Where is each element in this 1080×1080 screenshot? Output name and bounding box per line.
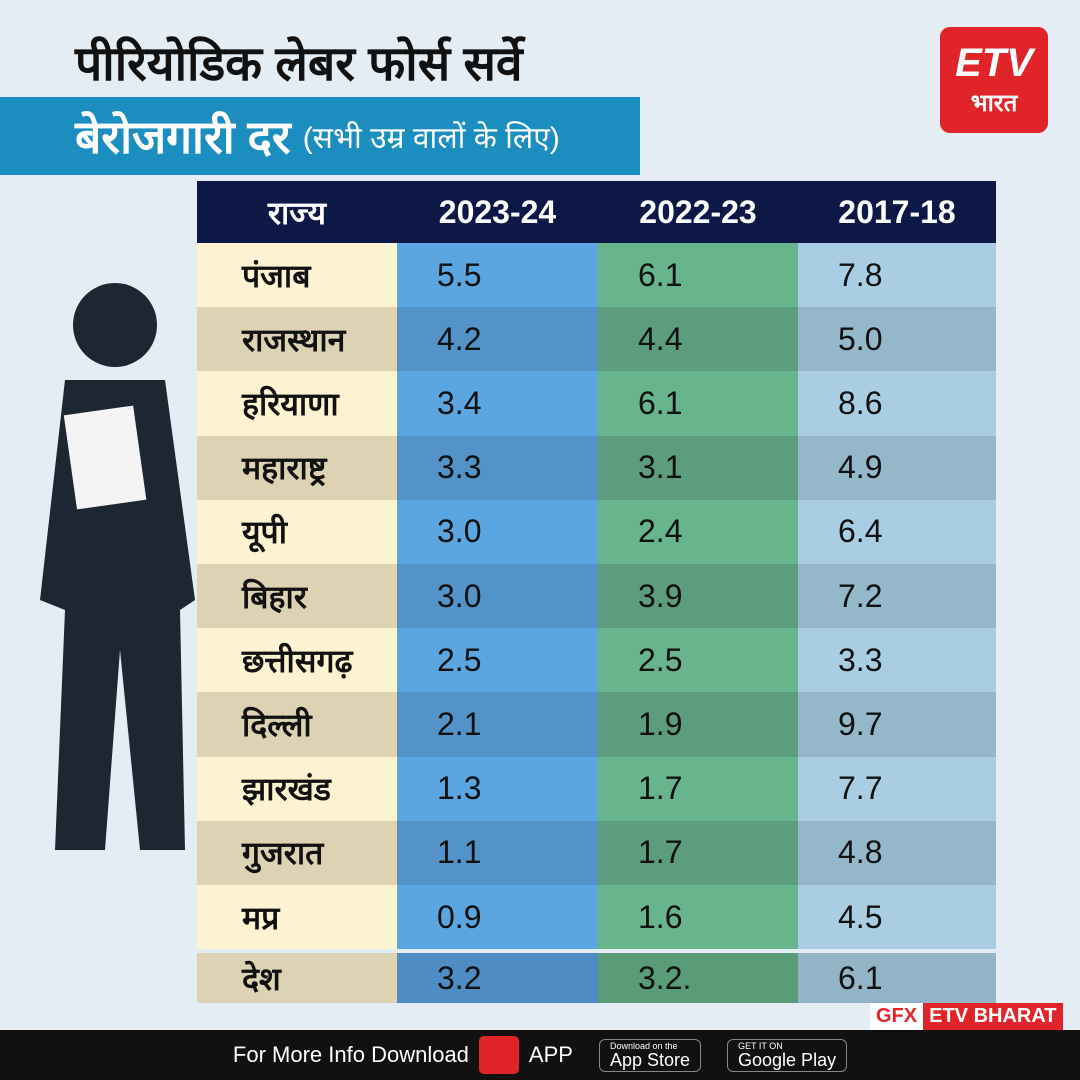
table: राज्य 2023-24 2022-23 2017-18 पंजाब 5.5 6.1 7.8… <box>197 181 996 1003</box>
appstore-label: App Store <box>609 1049 691 1070</box>
value-cell: 8.6 <box>798 371 996 436</box>
value-cell: 3.0 <box>397 564 598 629</box>
value-cell: 1.9 <box>598 692 798 757</box>
value-cell: 4.4 <box>598 307 798 372</box>
footer: For More Info Download APP Download on t… <box>0 1030 1080 1080</box>
value-cell: 3.0 <box>397 499 598 564</box>
row-label: महाराष्ट्र <box>197 435 397 500</box>
play-label: Google Play <box>738 1049 837 1070</box>
value-cell: 1.6 <box>598 885 798 950</box>
credit: GFX ETV BHARAT <box>870 1003 1063 1030</box>
row-label: गुजरात <box>197 820 397 885</box>
total-value: 6.1 <box>798 953 996 1003</box>
silhouette <box>40 283 195 850</box>
total-value: 3.2. <box>598 953 798 1003</box>
logo: ETV भारत <box>940 27 1048 133</box>
play-badge[interactable]: GET IT ON Google Play <box>727 1038 848 1072</box>
value-cell: 4.2 <box>397 307 598 372</box>
title: पीरियोडिक लेबर फोर्स सर्वे <box>75 38 523 91</box>
value-cell: 2.5 <box>598 628 798 693</box>
row-label: दिल्ली <box>197 692 397 757</box>
subtitle: बेरोजगारी दर <box>75 111 291 163</box>
value-cell: 7.8 <box>798 243 996 308</box>
value-cell: 1.3 <box>397 756 598 821</box>
logo-brand: ETV <box>955 41 1033 85</box>
value-cell: 1.1 <box>397 820 598 885</box>
value-cell: 2.4 <box>598 499 798 564</box>
row-label: छत्तीसगढ़ <box>197 628 397 693</box>
play-small: GET IT ON <box>738 1040 783 1051</box>
value-cell: 2.1 <box>397 692 598 757</box>
value-cell: 2.5 <box>397 628 598 693</box>
value-cell: 6.1 <box>598 371 798 436</box>
appstore-badge[interactable]: Download on the App Store <box>598 1038 702 1072</box>
credit-gfx: GFX <box>870 1003 924 1030</box>
subtitle-band: बेरोजगारी दर (सभी उम्र वालों के लिए) <box>0 97 640 175</box>
appstore-small: Download on the <box>609 1040 678 1051</box>
value-cell: 1.7 <box>598 756 798 821</box>
footer-text: For More Info Download <box>232 1042 469 1067</box>
value-cell: 5.5 <box>397 243 598 308</box>
row-label: राजस्थान <box>197 307 397 372</box>
column-header: 2023-24 <box>397 181 598 243</box>
column-header: 2022-23 <box>598 181 798 243</box>
value-cell: 1.7 <box>598 820 798 885</box>
column-header: राज्य <box>197 181 397 243</box>
column-header: 2017-18 <box>798 181 996 243</box>
row-label: मप्र <box>197 885 397 950</box>
value-cell: 7.2 <box>798 564 996 629</box>
value-cell: 0.9 <box>397 885 598 950</box>
value-cell: 4.5 <box>798 885 996 950</box>
value-cell: 3.4 <box>397 371 598 436</box>
row-label: बिहार <box>197 564 397 629</box>
value-cell: 3.3 <box>798 628 996 693</box>
row-label: यूपी <box>197 499 397 564</box>
value-cell: 3.3 <box>397 435 598 500</box>
value-cell: 6.4 <box>798 499 996 564</box>
logo-name: भारत <box>970 90 1018 117</box>
value-cell: 4.9 <box>798 435 996 500</box>
value-cell: 6.1 <box>598 243 798 308</box>
row-label: झारखंड <box>197 756 397 821</box>
value-cell: 7.7 <box>798 756 996 821</box>
subtitle-note: (सभी उम्र वालों के लिए) <box>302 121 560 155</box>
footer-logo <box>478 1036 519 1074</box>
value-cell: 5.0 <box>798 307 996 372</box>
value-cell: 3.9 <box>598 564 798 629</box>
value-cell: 3.1 <box>598 435 798 500</box>
value-cell: 4.8 <box>798 820 996 885</box>
row-label: हरियाणा <box>197 371 397 436</box>
footer-app: APP <box>528 1042 573 1067</box>
value-cell: 9.7 <box>798 692 996 757</box>
credit-brand: ETV BHARAT <box>923 1003 1063 1030</box>
total-label: देश <box>197 953 397 1003</box>
row-label: पंजाब <box>197 243 397 308</box>
total-value: 3.2 <box>397 953 598 1003</box>
